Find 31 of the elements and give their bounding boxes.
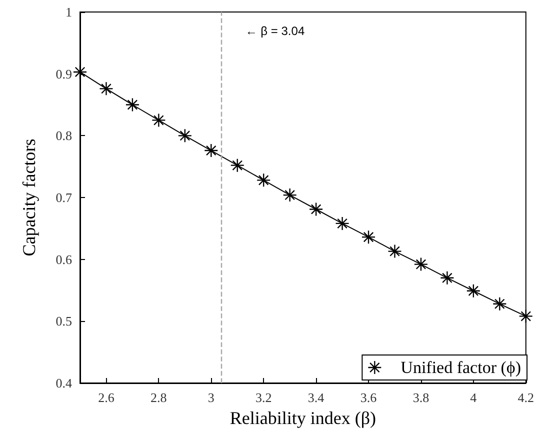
point	[152, 114, 166, 127]
point	[414, 258, 428, 271]
point	[126, 98, 139, 112]
x-tick-label: 3.8	[412, 390, 430, 405]
x-tick-label: 2.6	[98, 390, 115, 405]
x-tick-label: 4.2	[518, 390, 534, 405]
y-tick-label: 1	[66, 4, 72, 20]
y-tick-label: 0.8	[56, 128, 72, 144]
point	[336, 216, 349, 230]
x-tick-label: 3	[208, 390, 214, 405]
y-tick-label: 0.7	[56, 190, 72, 205]
y-tick-label: 0.4	[56, 376, 72, 390]
y-axis-title: Capacity factors	[19, 138, 39, 256]
point	[310, 202, 323, 216]
y-tick-label: 0.6	[56, 252, 72, 267]
x-axis-title: Reliability index (β)	[230, 408, 376, 428]
point	[178, 129, 192, 142]
x-tick-label: 3.6	[360, 390, 378, 405]
x-tick-label: 4	[470, 390, 478, 405]
point	[440, 271, 454, 284]
x-tick-label: 3.2	[255, 390, 272, 405]
point	[257, 174, 270, 187]
point	[100, 82, 113, 96]
legend-label: Unified factor (ϕ)	[400, 358, 522, 377]
x-tick-label: 2.8	[150, 390, 167, 405]
point	[283, 188, 296, 202]
y-tick-label: 0.9	[56, 66, 72, 82]
y-tick-label: 0.5	[56, 314, 72, 329]
point	[388, 244, 402, 258]
x-tick-label: 3.4	[308, 390, 325, 405]
ref-line-label: ← β = 3.04	[245, 24, 305, 38]
